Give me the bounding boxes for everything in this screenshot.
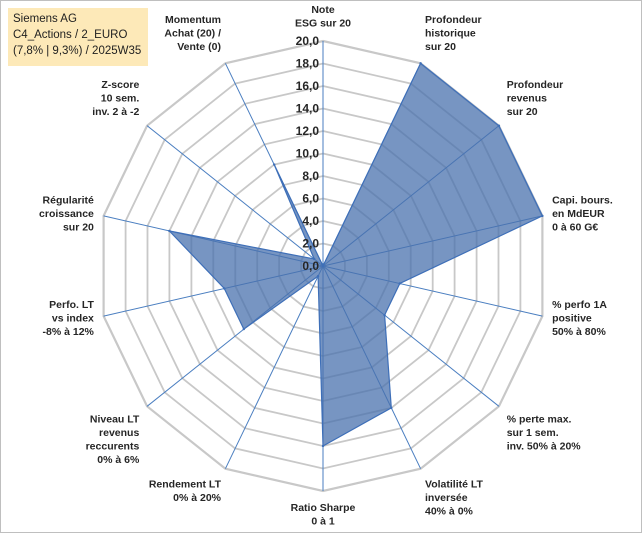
data-point <box>313 257 316 261</box>
axis-label: Profondeur revenus sur 20 <box>507 79 564 118</box>
data-point <box>273 163 276 166</box>
data-point <box>390 406 393 410</box>
data-point <box>497 124 501 127</box>
axis-label: Volatilité LT inversée 40% à 0% <box>425 479 484 518</box>
info-box: Siemens AG C4_Actions / 2_EURO (7,8% | 9… <box>8 8 148 66</box>
data-point <box>541 214 544 218</box>
series-area <box>167 62 544 448</box>
tick-label: 4,0 <box>302 214 319 228</box>
tick-label: 12,0 <box>296 124 320 138</box>
data-point <box>321 444 325 448</box>
data-point <box>316 274 320 278</box>
axis-spoke <box>224 265 324 469</box>
tick-label: 2,0 <box>302 237 319 251</box>
data-point <box>383 313 386 317</box>
axis-label: Z-score 10 sem. inv. 2 à -2 <box>92 79 139 118</box>
tick-label: 6,0 <box>302 192 319 206</box>
axis-label: Ratio Sharpe 0 à 1 <box>291 502 356 528</box>
period-label: (7,8% | 9,3%) / 2025W35 <box>13 45 142 57</box>
axis-label: % perfo 1A positive 50% à 80% <box>552 299 607 338</box>
axis-label: Perfo. LT vs index -8% à 12% <box>43 299 95 338</box>
axis-label: Note ESG sur 20 <box>295 4 351 30</box>
axis-label: Rendement LT 0% à 20% <box>149 479 222 505</box>
axis-label: Momentum Achat (20) / Vente (0) <box>164 14 221 53</box>
data-point <box>242 327 245 331</box>
data-point <box>168 229 171 233</box>
portfolio-category: C4_Actions / 2_EURO <box>13 29 128 41</box>
axis-label: Capi. bours. en MdEUR 0 à 60 G€ <box>552 195 613 234</box>
tick-label: 14,0 <box>296 102 320 116</box>
tick-label: 10,0 <box>296 147 320 161</box>
tick-label: 18,0 <box>296 57 320 71</box>
axis-label: Régularité croissance sur 20 <box>39 195 94 234</box>
data-point <box>223 287 226 290</box>
axis-label: % perte max. sur 1 sem. inv. 50% à 20% <box>507 414 582 453</box>
tick-label: 20,0 <box>296 34 320 48</box>
axis-label: Profondeur historique sur 20 <box>425 14 482 53</box>
tick-label: 0,0 <box>302 259 319 273</box>
tick-label: 16,0 <box>296 79 320 93</box>
axis-label: Niveau LT revenus reccurents 0% à 6% <box>86 414 140 467</box>
axis-spoke <box>146 125 324 267</box>
data-point <box>321 264 325 268</box>
company-name: Siemens AG <box>13 13 77 25</box>
tick-label: 8,0 <box>302 169 319 183</box>
data-point <box>398 282 401 285</box>
data-point <box>419 62 422 65</box>
